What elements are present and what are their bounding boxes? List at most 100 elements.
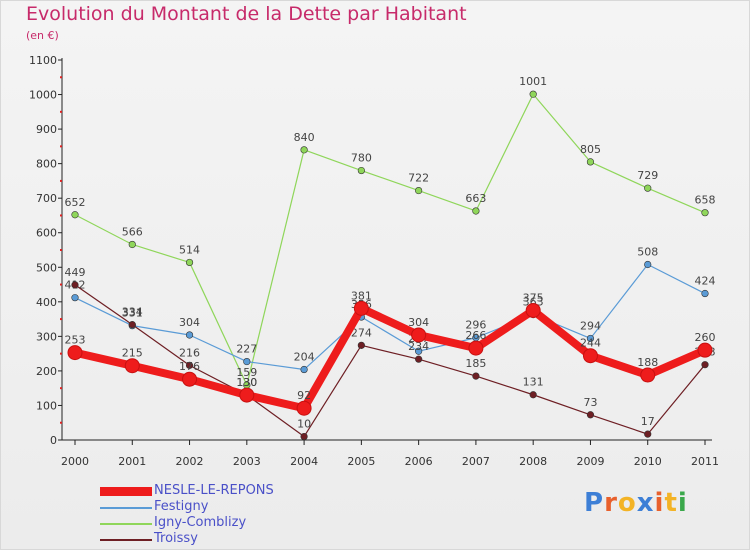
- data-label: 375: [523, 291, 544, 304]
- x-tick-label: 2010: [634, 455, 662, 468]
- data-point: [586, 411, 595, 419]
- x-tick-label: 2000: [61, 455, 89, 468]
- y-tick-label: 600: [36, 227, 57, 240]
- logo-letter: r: [604, 488, 618, 518]
- legend-label: Festigny: [154, 499, 209, 514]
- logo-letter: P: [584, 488, 605, 518]
- data-point: [415, 186, 423, 195]
- x-tick-label: 2001: [118, 455, 146, 468]
- chart-series: 6525665141598407807226631001805729658412…: [65, 75, 716, 441]
- data-label: 204: [294, 351, 315, 364]
- data-point: [644, 184, 652, 192]
- data-point: [586, 334, 595, 343]
- data-label: 663: [465, 192, 486, 205]
- data-label: 73: [583, 396, 597, 409]
- data-point: [300, 365, 308, 374]
- data-label: 840: [294, 131, 315, 144]
- data-label: 566: [122, 225, 143, 238]
- data-point: [71, 294, 79, 302]
- data-point: [525, 302, 541, 318]
- data-point: [644, 430, 652, 438]
- data-point: [124, 358, 140, 374]
- chart-title: Evolution du Montant de la Dette par Hab…: [26, 3, 467, 25]
- data-label: 176: [179, 360, 200, 373]
- y-minor-tick: [60, 421, 62, 424]
- y-minor-tick: [60, 145, 62, 148]
- logo-letter: i: [677, 488, 688, 518]
- data-label: 215: [122, 347, 143, 360]
- data-label: 234: [408, 340, 429, 353]
- y-minor-tick: [60, 352, 62, 355]
- data-label: 658: [695, 194, 716, 207]
- data-label: 244: [580, 337, 601, 350]
- y-minor-tick: [60, 387, 62, 390]
- data-label: 92: [297, 389, 311, 402]
- data-label: 296: [465, 319, 486, 332]
- data-label: 729: [637, 169, 658, 182]
- data-point: [697, 342, 713, 358]
- data-point: [701, 209, 709, 217]
- y-tick-label: 800: [36, 158, 57, 171]
- y-minor-tick: [60, 283, 62, 286]
- y-tick-label: 1000: [29, 89, 57, 102]
- x-tick-label: 2005: [347, 455, 375, 468]
- y-minor-tick: [60, 110, 62, 113]
- data-label: 227: [236, 343, 257, 356]
- data-label: 216: [179, 346, 200, 359]
- data-point: [468, 340, 484, 356]
- series-line-igny-comblizy: [74, 93, 706, 386]
- data-point: [128, 240, 136, 249]
- data-point: [300, 146, 308, 154]
- y-tick-label: 200: [36, 365, 57, 378]
- data-point: [586, 158, 595, 166]
- chart-axes: 0 100 200 300 400 500 600 700 800 900 1000 1100 2000…: [29, 54, 719, 468]
- data-label: 188: [637, 356, 658, 369]
- x-tick-label: 2011: [691, 455, 719, 468]
- data-label: 1001: [519, 75, 547, 88]
- data-label: 130: [236, 376, 257, 389]
- data-point: [582, 348, 598, 364]
- data-point: [296, 400, 312, 416]
- data-point: [71, 281, 79, 289]
- data-point: [67, 345, 83, 361]
- data-label: 131: [523, 376, 544, 389]
- data-point: [472, 207, 480, 215]
- data-label: 514: [179, 243, 200, 256]
- x-tick-label: 2002: [176, 455, 204, 468]
- data-label: 381: [351, 289, 372, 302]
- logo-letter: i: [654, 488, 665, 518]
- y-minor-tick: [60, 318, 62, 321]
- data-point: [357, 341, 365, 349]
- data-label: 449: [65, 266, 86, 279]
- y-tick-label: 1100: [29, 54, 57, 67]
- data-point: [644, 260, 652, 269]
- x-tick-label: 2007: [462, 455, 490, 468]
- data-label: 260: [695, 331, 716, 344]
- data-label: 294: [580, 319, 601, 332]
- logo-letter: x: [636, 488, 655, 518]
- legend-swatch: [100, 507, 152, 509]
- data-point: [300, 432, 308, 441]
- data-label: 130: [236, 376, 257, 389]
- data-point: [411, 327, 427, 343]
- y-minor-tick: [60, 214, 62, 217]
- data-label: 266: [465, 329, 486, 342]
- series-line-troissy: [74, 284, 706, 438]
- data-point: [128, 321, 136, 329]
- data-point: [71, 211, 79, 219]
- data-point: [415, 355, 423, 363]
- data-label: 304: [179, 316, 200, 329]
- series-line-festigny: [74, 263, 706, 371]
- data-point: [185, 361, 194, 369]
- x-tick-label: 2008: [519, 455, 547, 468]
- y-tick-label: 0: [50, 434, 57, 447]
- data-point: [185, 258, 194, 267]
- x-tick-label: 2009: [576, 455, 604, 468]
- data-label: 253: [65, 334, 86, 347]
- legend-label: Igny-Comblizy: [154, 515, 247, 530]
- data-label: 508: [637, 246, 658, 259]
- proxiti-logo: Proxiti: [584, 488, 688, 518]
- data-point: [357, 166, 365, 175]
- y-tick-label: 900: [36, 123, 57, 136]
